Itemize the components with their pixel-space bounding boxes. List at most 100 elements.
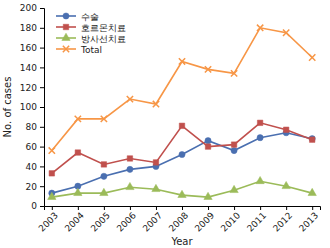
y-tick-mark [40, 8, 44, 9]
x-tick-label: 2010 [219, 210, 242, 233]
y-tick-label: 0 [31, 201, 37, 211]
y-axis: 0 20 40 60 80 100 120 140 160 180 200 [20, 3, 45, 211]
point-marker [204, 192, 212, 199]
legend-entry: 방사선치료 [56, 33, 126, 43]
y-tick-mark [40, 107, 44, 108]
x-tick: 2010 [219, 206, 242, 234]
point-marker [179, 58, 185, 64]
y-tick-label: 80 [26, 122, 38, 132]
y-tick-mark [40, 206, 44, 207]
x-tick: 2011 [245, 206, 268, 234]
x-tick: 2006 [115, 206, 138, 234]
y-tick-label: 160 [20, 43, 37, 53]
point-marker [283, 30, 289, 36]
legend-label: 호르몬치료 [81, 23, 126, 33]
plot: 0204060801001201401601802002003200420052… [20, 3, 321, 233]
point-marker [101, 173, 107, 179]
legend-marker [62, 33, 70, 40]
point-marker [231, 147, 237, 153]
x-tick-mark [260, 206, 261, 210]
y-tick-mark [40, 48, 44, 49]
point-marker [230, 185, 238, 192]
y-tick-label: 100 [20, 102, 37, 112]
series-line [52, 123, 312, 173]
x-tick: 2003 [37, 206, 60, 234]
y-tick-label: 20 [26, 182, 38, 192]
point-marker [178, 190, 186, 197]
point-marker [309, 137, 314, 142]
x-tick-mark [78, 206, 79, 210]
x-tick-mark [286, 206, 287, 210]
y-tick: 0 [31, 201, 44, 211]
point-marker [231, 142, 236, 147]
point-marker [257, 25, 263, 31]
x-tick-label: 2011 [245, 210, 268, 233]
x-tick-label: 2003 [37, 210, 60, 233]
y-tick-mark [40, 28, 44, 29]
y-tick-mark [40, 166, 44, 167]
x-axis-line [45, 207, 321, 211]
x-tick: 2008 [167, 206, 190, 234]
x-tick-label: 2009 [193, 210, 216, 233]
x-tick: 2012 [271, 206, 294, 234]
y-tick-mark [40, 67, 44, 68]
point-marker [48, 192, 56, 199]
x-tick-mark [156, 206, 157, 210]
y-tick-mark [40, 87, 44, 88]
point-marker [75, 116, 81, 122]
x-tick-mark [312, 206, 313, 210]
point-marker [179, 151, 185, 157]
point-marker [283, 127, 288, 132]
y-tick: 80 [26, 122, 44, 132]
legend-marker [63, 24, 68, 29]
y-tick-label: 200 [20, 3, 37, 13]
y-tick-mark [40, 127, 44, 128]
x-tick: 2007 [141, 206, 164, 234]
series-group [48, 25, 317, 200]
x-tick: 2005 [89, 206, 112, 234]
x-axis-title: Year [170, 236, 193, 247]
x-tick: 2013 [297, 206, 320, 234]
x-tick-label: 2005 [89, 210, 112, 233]
legend-label: 수술 [81, 12, 99, 22]
y-tick-label: 180 [20, 23, 37, 33]
x-tick-label: 2013 [297, 210, 320, 233]
y-tick-label: 40 [26, 162, 38, 172]
point-marker [127, 96, 133, 102]
y-tick-mark [40, 147, 44, 148]
x-tick-label: 2004 [63, 210, 86, 233]
point-marker [257, 135, 263, 141]
legend-entry: Total [56, 45, 102, 55]
legend-label: 방사선치료 [81, 34, 126, 44]
point-marker [205, 138, 211, 144]
x-tick-label: 2012 [271, 210, 294, 233]
y-tick: 160 [20, 43, 44, 53]
point-marker [100, 188, 108, 195]
y-tick: 60 [26, 142, 44, 152]
x-tick-mark [130, 206, 131, 210]
legend: 수술호르몬치료방사선치료Total [56, 12, 126, 55]
y-tick: 180 [20, 23, 44, 33]
y-tick-label: 140 [20, 63, 37, 73]
y-tick: 200 [20, 3, 44, 13]
series-line [52, 28, 312, 151]
x-tick-mark [104, 206, 105, 210]
y-tick-label: 120 [20, 83, 37, 93]
y-axis-line [40, 9, 45, 207]
point-marker [205, 144, 210, 149]
point-marker [75, 150, 80, 155]
point-marker [256, 176, 264, 183]
y-tick: 140 [20, 63, 44, 73]
point-marker [49, 147, 55, 153]
point-marker [74, 188, 82, 195]
point-marker [126, 182, 134, 189]
x-tick: 2009 [193, 206, 216, 234]
point-marker [282, 181, 290, 188]
point-marker [205, 66, 211, 72]
x-axis: 2003200420052006200720082009201020112012… [37, 206, 321, 234]
point-marker [257, 120, 262, 125]
point-marker [309, 54, 315, 60]
point-marker [152, 184, 160, 191]
point-marker [101, 116, 107, 122]
series-line [52, 181, 312, 197]
